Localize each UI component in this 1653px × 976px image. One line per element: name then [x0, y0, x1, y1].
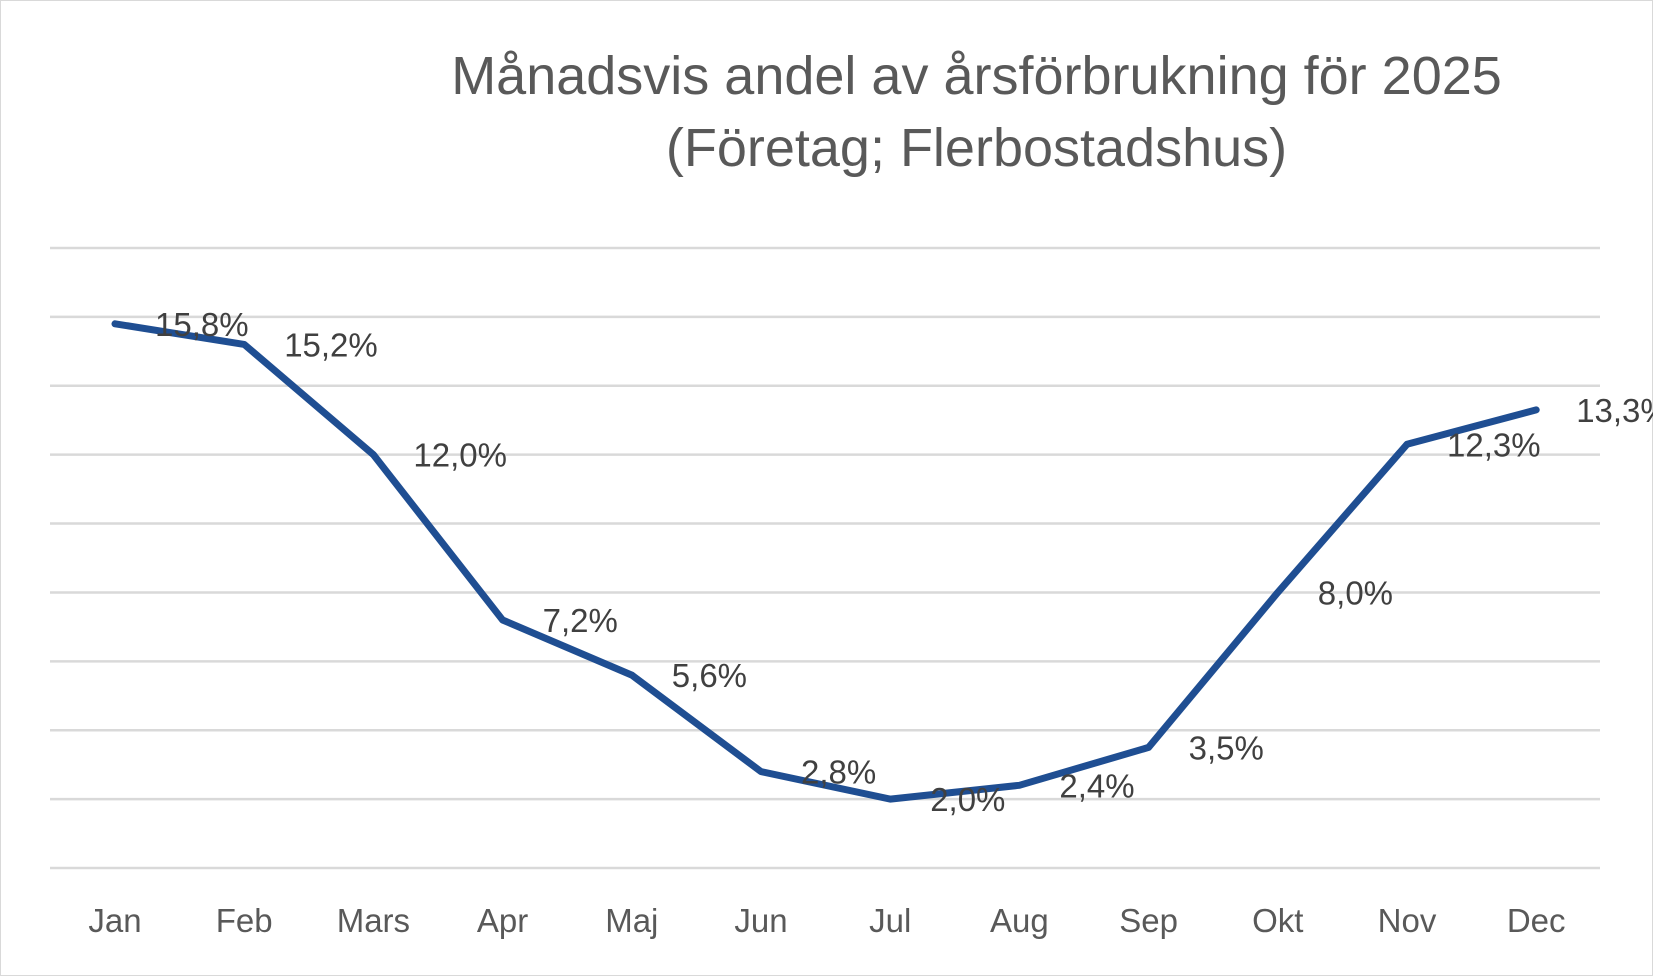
- data-label: 3,5%: [1189, 729, 1264, 766]
- x-tick-label: Aug: [990, 902, 1049, 939]
- data-point: [1274, 589, 1281, 596]
- x-tick-label: Dec: [1507, 902, 1566, 939]
- x-tick-label: Okt: [1252, 902, 1303, 939]
- gridlines: [50, 246, 1600, 870]
- x-tick-label: Jul: [869, 902, 911, 939]
- data-label: 5,6%: [672, 657, 747, 694]
- data-point: [1145, 744, 1152, 751]
- data-label: 7,2%: [543, 602, 618, 639]
- data-label: 2,0%: [930, 781, 1005, 818]
- x-axis-ticks: Jan Feb Mars Apr Maj Jun Jul Aug Sep Okt Nov Dec: [88, 902, 1565, 939]
- chart-title: Månadsvis andel av årsförbrukning för 20…: [0, 40, 1653, 184]
- data-point: [887, 796, 894, 803]
- chart-subtitle-line: (Företag; Flerbostadshus): [665, 118, 1288, 178]
- data-point: [112, 320, 118, 327]
- data-label: 13,3%: [1576, 392, 1653, 429]
- data-labels: 15,8% 15,2% 12,0% 7,2% 5,6% 2,8% 2,0% 2,4% 3,5% 8…: [155, 306, 1653, 818]
- x-tick-label: Sep: [1119, 902, 1178, 939]
- x-tick-label: Jun: [734, 902, 787, 939]
- data-label: 15,8%: [155, 306, 249, 343]
- data-label: 12,3%: [1447, 426, 1541, 463]
- data-label: 12,0%: [413, 437, 507, 474]
- series-line: [111, 320, 1540, 803]
- data-point: [1404, 441, 1410, 448]
- data-point: [1016, 782, 1023, 789]
- data-point: [241, 341, 248, 348]
- x-tick-label: Maj: [605, 902, 658, 939]
- x-tick-label: Feb: [216, 902, 273, 939]
- data-point: [628, 672, 635, 679]
- series-layer: [111, 320, 1540, 803]
- data-point: [370, 451, 377, 458]
- chart-title-line: Månadsvis andel av årsförbrukning för 20…: [451, 46, 1502, 106]
- data-point: [758, 768, 764, 775]
- x-tick-label: Jan: [88, 902, 141, 939]
- x-tick-label: Apr: [477, 902, 528, 939]
- data-point: [499, 617, 506, 623]
- data-label: 8,0%: [1318, 574, 1393, 611]
- x-tick-label: Nov: [1378, 902, 1437, 939]
- data-label: 2,4%: [1059, 767, 1134, 804]
- data-label: 15,2%: [284, 326, 378, 363]
- data-label: 2,8%: [801, 754, 876, 791]
- data-point: [1533, 406, 1540, 413]
- x-tick-label: Mars: [337, 902, 410, 939]
